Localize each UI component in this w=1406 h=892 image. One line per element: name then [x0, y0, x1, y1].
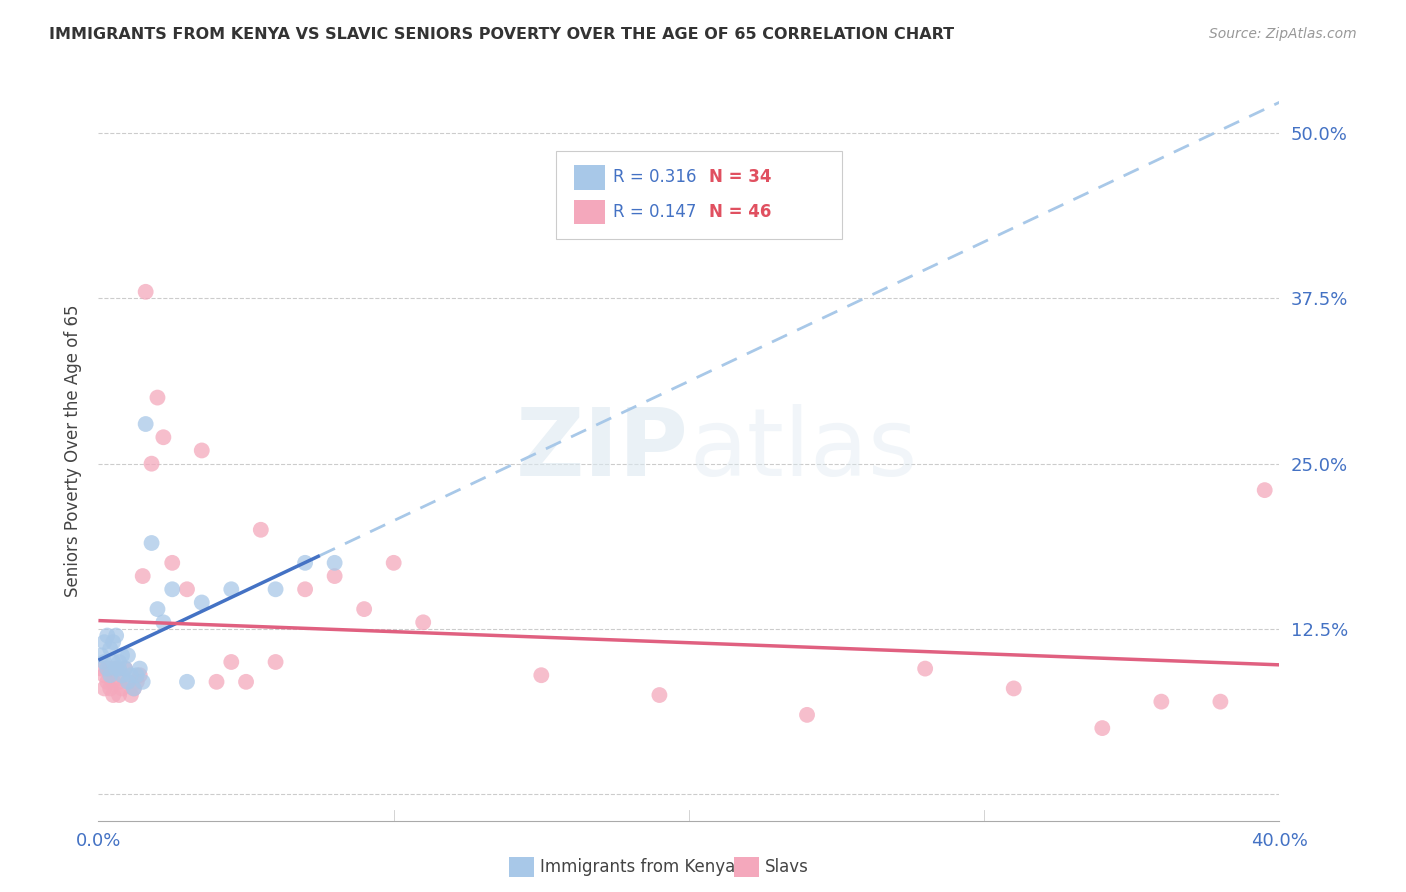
Point [117, 648, 139, 663]
Text: ZIP: ZIP [516, 404, 689, 497]
Point [96, 629, 118, 643]
Point [125, 674, 148, 689]
Point [294, 582, 316, 597]
Point [98, 641, 121, 656]
Point [128, 662, 150, 676]
Point [103, 635, 125, 649]
Point [111, 648, 134, 663]
Point [152, 430, 174, 444]
Point [191, 595, 214, 609]
Point [323, 569, 346, 583]
Point [235, 674, 257, 689]
Point [176, 674, 198, 689]
Point [98, 681, 121, 696]
Point [1091, 721, 1114, 735]
Text: Source: ZipAtlas.com: Source: ZipAtlas.com [1209, 27, 1357, 41]
Point [530, 668, 553, 682]
Point [648, 688, 671, 702]
Point [914, 662, 936, 676]
Point [117, 674, 139, 689]
Point [114, 662, 136, 676]
Point [250, 523, 273, 537]
Point [323, 556, 346, 570]
Point [135, 417, 157, 431]
Point [1150, 695, 1173, 709]
Point [93, 681, 115, 696]
Point [353, 602, 375, 616]
Point [1209, 695, 1232, 709]
Point [96, 662, 118, 676]
Point [93, 635, 115, 649]
Point [191, 443, 214, 458]
Point [1002, 681, 1025, 696]
Point [146, 602, 169, 616]
Point [135, 285, 157, 299]
Text: R = 0.316: R = 0.316 [613, 169, 697, 186]
Point [105, 629, 128, 643]
Point [412, 615, 434, 630]
Point [205, 674, 228, 689]
Text: N = 46: N = 46 [709, 203, 770, 221]
Point [162, 556, 183, 570]
Point [132, 674, 155, 689]
Point [120, 688, 142, 702]
Point [382, 556, 405, 570]
Point [146, 391, 169, 405]
Point [162, 582, 183, 597]
Point [1254, 483, 1277, 497]
Point [221, 582, 243, 597]
Point [221, 655, 243, 669]
Point [264, 582, 287, 597]
Point [117, 674, 139, 689]
Point [111, 681, 134, 696]
Point [96, 674, 118, 689]
Point [141, 457, 163, 471]
Point [122, 681, 145, 696]
Text: Immigrants from Kenya: Immigrants from Kenya [540, 858, 735, 876]
Point [93, 668, 115, 682]
Y-axis label: Seniors Poverty Over the Age of 65: Seniors Poverty Over the Age of 65 [63, 304, 82, 597]
Point [132, 569, 155, 583]
Point [105, 662, 128, 676]
Point [176, 582, 198, 597]
Text: N = 34: N = 34 [709, 169, 772, 186]
Point [108, 674, 131, 689]
Point [90, 648, 112, 663]
Point [98, 662, 121, 676]
Point [103, 674, 125, 689]
Point [120, 668, 142, 682]
Point [141, 536, 163, 550]
Point [103, 655, 125, 669]
Text: IMMIGRANTS FROM KENYA VS SLAVIC SENIORS POVERTY OVER THE AGE OF 65 CORRELATION C: IMMIGRANTS FROM KENYA VS SLAVIC SENIORS … [49, 27, 955, 42]
Point [90, 662, 112, 676]
Text: atlas: atlas [689, 404, 917, 497]
Point [114, 662, 136, 676]
Point [93, 655, 115, 669]
Point [108, 655, 131, 669]
Point [103, 688, 125, 702]
Point [108, 688, 131, 702]
Point [294, 556, 316, 570]
Text: Slavs: Slavs [765, 858, 808, 876]
Point [796, 707, 818, 722]
Point [152, 615, 174, 630]
Point [111, 668, 134, 682]
Point [98, 668, 121, 682]
Point [108, 662, 131, 676]
Point [105, 662, 128, 676]
Text: R = 0.147: R = 0.147 [613, 203, 696, 221]
Point [96, 662, 118, 676]
Point [125, 668, 148, 682]
Point [128, 668, 150, 682]
Point [264, 655, 287, 669]
Point [122, 681, 145, 696]
